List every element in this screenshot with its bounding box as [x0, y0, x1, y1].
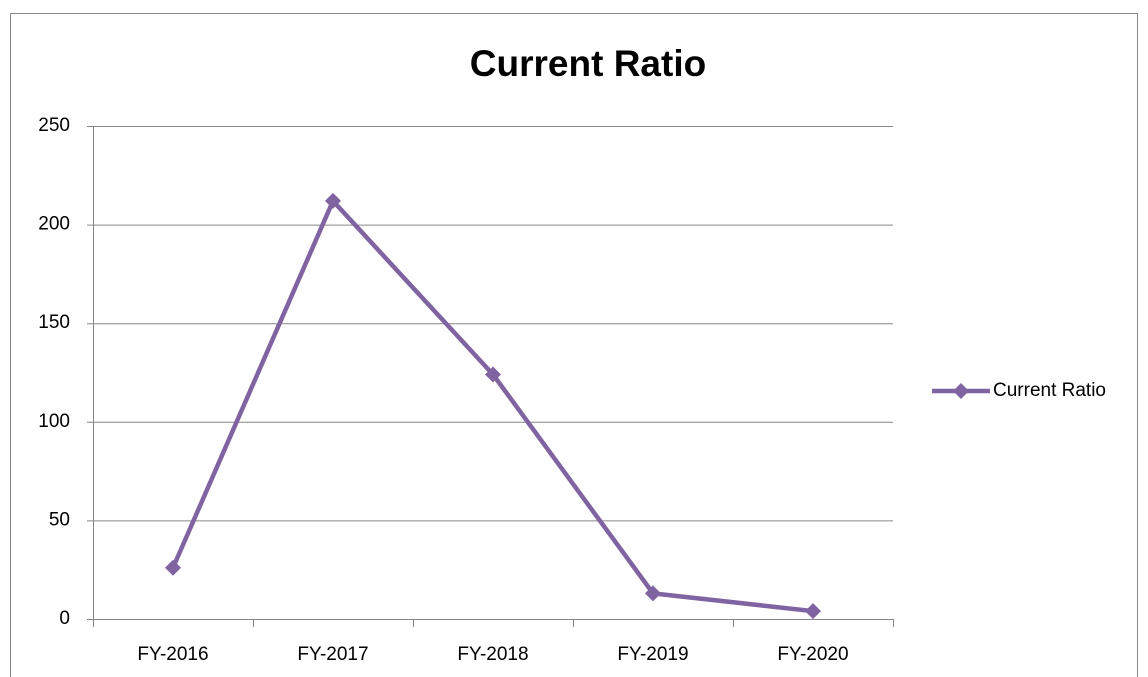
x-tick-label: FY-2020	[777, 644, 848, 665]
x-tick-label: FY-2018	[457, 644, 528, 665]
chart-border	[10, 13, 1138, 677]
marker	[485, 366, 501, 383]
marker	[325, 192, 341, 209]
x-tick-label: FY-2016	[137, 644, 208, 665]
legend-label: Current Ratio	[993, 380, 1106, 401]
legend-marker	[953, 383, 969, 399]
chart-title: Current Ratio	[470, 43, 706, 84]
y-tick-label: 0	[59, 608, 70, 629]
y-tick-label: 250	[38, 115, 70, 136]
y-tick-label: 50	[49, 509, 70, 530]
y-tick-label: 200	[38, 214, 70, 235]
y-tick-label: 150	[38, 312, 70, 333]
series-line	[170, 198, 814, 614]
x-tick-label: FY-2017	[297, 644, 368, 665]
marker	[165, 559, 181, 576]
marker	[805, 603, 821, 620]
marker	[645, 585, 661, 602]
y-tick-label: 100	[38, 411, 70, 432]
x-tick-label: FY-2019	[617, 644, 688, 665]
